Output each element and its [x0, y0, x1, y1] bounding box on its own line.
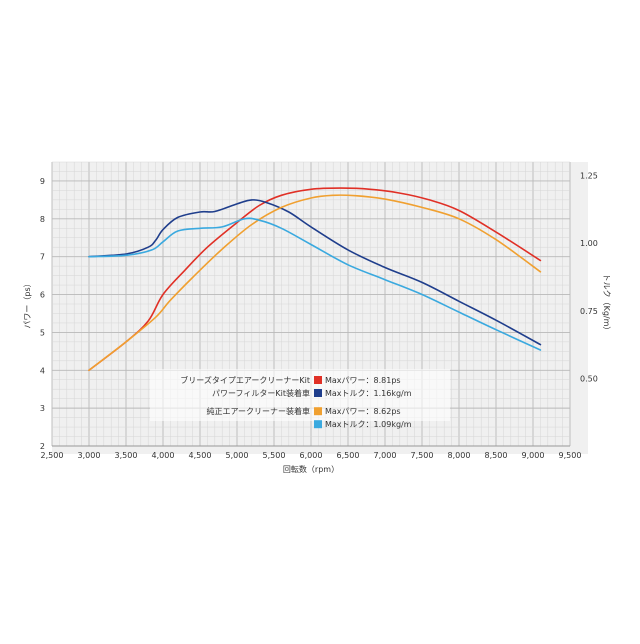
legend-group-label: パワーフィルターKit装着車	[212, 388, 310, 398]
x-tick-label: 4,000	[152, 451, 175, 460]
y-left-tick-label: 4	[40, 366, 45, 375]
legend-swatch	[314, 420, 322, 429]
series-line-4	[88, 217, 542, 351]
series-line-2	[88, 199, 542, 346]
x-tick-label: 7,500	[411, 451, 434, 460]
legend-swatch	[314, 407, 322, 416]
x-tick-label: 3,000	[78, 451, 101, 460]
y-right-tick-label: 1.25	[580, 172, 598, 181]
legend-entry-label: Maxトルク：1.16kg/m	[325, 389, 412, 398]
x-tick-label: 9,500	[559, 451, 582, 460]
x-tick-label: 9,000	[522, 451, 545, 460]
x-tick-label: 2,500	[41, 451, 64, 460]
y-right-tick-label: 0.50	[580, 374, 598, 383]
y-left-tick-label: 2	[40, 442, 45, 451]
x-tick-label: 8,500	[485, 451, 508, 460]
legend-entry-label: Maxトルク：1.09kg/m	[325, 420, 412, 429]
x-tick-label: 5,000	[226, 451, 249, 460]
y-left-tick-label: 5	[40, 328, 45, 337]
y-left-axis-label: パワー（ps）	[23, 279, 32, 328]
y-left-tick-label: 8	[40, 215, 45, 224]
series-line-1	[88, 187, 542, 372]
y-left-tick-label: 3	[40, 404, 45, 413]
legend-entry-label: Maxパワー：8.81ps	[325, 376, 401, 385]
legend-group-label: 純正エアークリーナー装着車	[206, 406, 310, 416]
x-tick-label: 7,000	[374, 451, 397, 460]
x-tick-label: 6,000	[300, 451, 323, 460]
y-right-tick-label: 1.00	[580, 239, 598, 248]
legend: ブリーズタイプエアークリーナーKit パワーフィルターKit装着車 Maxパワー：8…	[150, 369, 450, 429]
y-left-tick-label: 6	[40, 291, 45, 300]
x-axis-label: 回転数（rpm）	[283, 464, 339, 474]
y-left-tick-label: 7	[40, 253, 45, 262]
series	[88, 187, 542, 372]
x-tick-label: 5,500	[263, 451, 286, 460]
legend-swatch	[314, 376, 322, 384]
x-tick-label: 8,000	[448, 451, 471, 460]
legend-swatch	[314, 389, 322, 397]
y-right-tick-label: 0.75	[580, 307, 598, 316]
legend-backdrop	[150, 369, 450, 421]
y-right-axis-label: トルク（Kg/m）	[602, 274, 611, 335]
y-left-tick-label: 9	[40, 177, 45, 186]
x-tick-label: 3,500	[115, 451, 138, 460]
legend-group-label: ブリーズタイプエアークリーナーKit	[180, 375, 310, 385]
x-tick-label: 6,500	[337, 451, 360, 460]
x-tick-label: 4,500	[189, 451, 212, 460]
legend-entry-label: Maxパワー：8.62ps	[325, 407, 401, 416]
axes: 2,500 3,000 3,500 4,000 4,500 5,000 5,500 6,000…	[23, 172, 611, 474]
series-line-3	[88, 194, 542, 372]
